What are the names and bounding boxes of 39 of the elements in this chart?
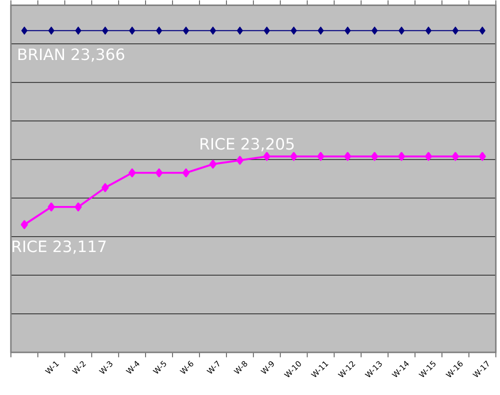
point <box>290 26 297 34</box>
point <box>128 168 136 178</box>
point <box>182 168 190 178</box>
point <box>236 156 244 164</box>
point <box>452 152 459 161</box>
point <box>182 26 190 34</box>
point <box>372 26 378 34</box>
point <box>264 26 270 34</box>
point <box>424 152 432 161</box>
point <box>21 26 28 34</box>
point <box>48 202 55 212</box>
point <box>371 152 378 161</box>
point <box>398 152 406 161</box>
point <box>318 26 324 34</box>
point <box>102 26 108 34</box>
point <box>74 202 82 212</box>
point <box>210 26 216 34</box>
annotation: RICE 23,205 <box>200 138 294 152</box>
point <box>20 220 28 229</box>
point <box>236 26 243 34</box>
annotation: BRIAN 23,366 <box>18 48 124 62</box>
point <box>479 26 486 34</box>
point <box>48 26 54 34</box>
point <box>452 26 458 34</box>
point <box>398 26 405 34</box>
point <box>209 160 216 168</box>
point <box>129 26 136 34</box>
annotation: RICE 23,117 <box>12 240 106 254</box>
point <box>102 183 109 192</box>
point <box>156 168 163 178</box>
point <box>75 26 82 34</box>
point <box>478 152 486 161</box>
point <box>344 26 351 34</box>
point <box>263 152 270 161</box>
point <box>317 152 324 161</box>
point <box>156 26 162 34</box>
point <box>344 152 352 161</box>
point <box>425 26 432 34</box>
point <box>290 152 298 161</box>
